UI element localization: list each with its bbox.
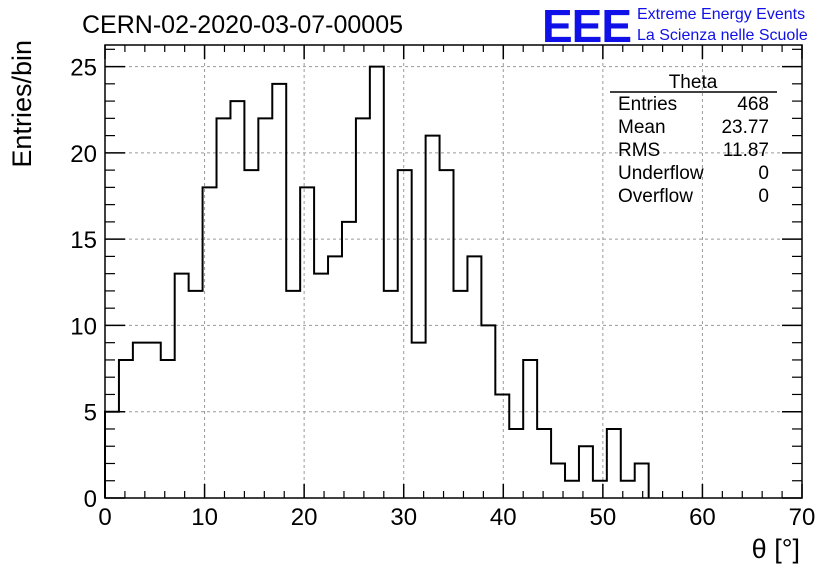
stats-row-label: Underflow [618,163,704,184]
stats-row-label: Overflow [618,186,693,207]
y-tick-label: 20 [70,141,97,168]
histogram-bin [523,360,537,498]
histogram-bin [593,481,607,498]
histogram-bins [105,67,649,498]
histogram-bin [607,429,621,498]
x-tick-label: 50 [590,504,617,531]
y-tick-labels: 0 5 10 15 20 25 [70,55,97,513]
eee-logo: EEE Extreme Energy Events La Scienza nel… [542,0,808,52]
x-tick-label: 10 [191,504,218,531]
histogram-bin [175,274,189,498]
stats-title: Theta [669,72,718,93]
y-tick-label: 5 [84,400,97,427]
histogram-bin [481,325,495,498]
eee-logo-line1: Extreme Energy Events [637,6,805,23]
histogram-bin [300,187,314,498]
x-tick-labels: 0 10 20 30 40 50 60 70 [98,504,815,531]
eee-logo-letters: EEE [542,0,631,52]
stats-box: Theta Entries 468 Mean 23.77 RMS 11.87 Underfl… [610,72,777,207]
axis-ticks [104,45,803,499]
stats-rows: Entries 468 Mean 23.77 RMS 11.87 Underflow 0 Ove… [618,94,769,207]
x-axis-label: θ [°] [752,534,800,564]
histogram-bin [467,256,481,498]
histogram-bin [342,222,356,498]
x-tick-label: 40 [490,504,517,531]
histogram-bin [133,343,147,498]
chart-title: CERN-02-2020-03-07-00005 [82,11,403,39]
histogram-bin [217,118,231,498]
histogram-bin [495,394,509,498]
histogram-bin [258,118,272,498]
histogram-bin [454,291,468,498]
x-tick-label: 20 [291,504,318,531]
histogram-bin [230,101,244,498]
y-axis-label: Entries/bin [7,40,37,168]
histogram-bin [370,67,384,498]
x-tick-label: 70 [789,504,816,531]
histogram-series [104,65,650,498]
stats-row-value: 23.77 [721,117,769,138]
histogram-bin [272,84,286,498]
histogram-bin [537,429,551,498]
histogram-bin [105,412,119,498]
stats-row-value: 11.87 [723,140,769,161]
stats-row-value: 0 [758,163,769,184]
histogram-bin [398,170,412,498]
histogram-bin [286,291,300,498]
plot-frame [104,44,803,499]
y-tick-label: 0 [84,486,97,513]
y-tick-label: 10 [70,313,97,340]
histogram-bin [509,429,523,498]
histogram-bin [412,343,426,498]
y-tick-label: 25 [70,55,97,82]
stats-row-label: Mean [618,117,666,138]
eee-logo-line2: La Scienza nelle Scuole [637,27,808,44]
stats-row-value: 468 [737,94,769,115]
histogram-bin [384,291,398,498]
histogram-bin [426,136,440,498]
histogram-bin [203,187,217,498]
histogram-bin [314,274,328,498]
stats-row-label: RMS [618,140,660,161]
histogram-bin [579,446,593,498]
histogram-bin [565,481,579,498]
y-tick-label: 15 [70,227,97,254]
histogram-bin [440,170,454,498]
stats-row-value: 0 [758,186,769,207]
histogram-bin [356,118,370,498]
histogram-bin [189,291,203,498]
histogram-bin [635,463,649,498]
x-tick-label: 0 [98,504,111,531]
histogram-bin [147,343,161,498]
histogram-bin [328,256,342,498]
x-tick-label: 30 [390,504,417,531]
stats-row-label: Entries [618,94,677,115]
histogram-bin [161,360,175,498]
x-tick-label: 60 [689,504,716,531]
histogram-bin [119,360,133,498]
histogram-bin [244,170,258,498]
